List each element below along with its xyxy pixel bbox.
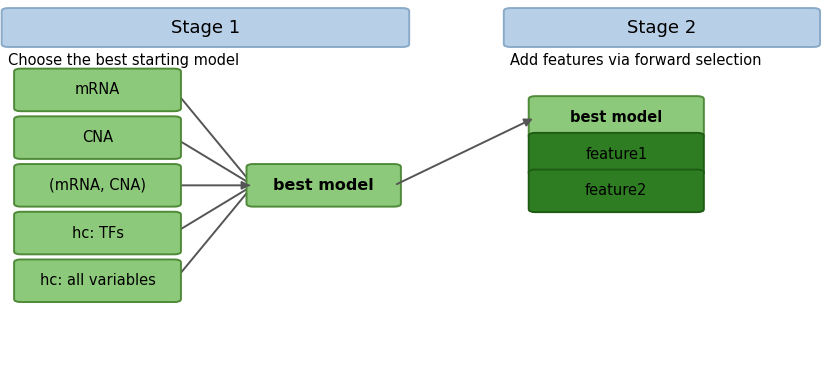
FancyBboxPatch shape xyxy=(14,259,181,302)
FancyBboxPatch shape xyxy=(2,8,409,47)
Text: Stage 2: Stage 2 xyxy=(627,18,696,37)
FancyBboxPatch shape xyxy=(247,164,401,207)
Text: feature1: feature1 xyxy=(585,147,647,161)
Text: Stage 1: Stage 1 xyxy=(171,18,240,37)
Text: feature2: feature2 xyxy=(585,184,647,198)
FancyBboxPatch shape xyxy=(504,8,820,47)
Text: best model: best model xyxy=(273,178,374,193)
Text: best model: best model xyxy=(570,110,662,125)
Text: Choose the best starting model: Choose the best starting model xyxy=(8,53,239,68)
Text: hc: all variables: hc: all variables xyxy=(40,273,155,288)
FancyBboxPatch shape xyxy=(529,96,704,139)
FancyBboxPatch shape xyxy=(529,170,704,212)
Text: mRNA: mRNA xyxy=(75,83,120,97)
Text: Add features via forward selection: Add features via forward selection xyxy=(510,53,762,68)
FancyBboxPatch shape xyxy=(14,212,181,254)
FancyBboxPatch shape xyxy=(14,116,181,159)
Text: (mRNA, CNA): (mRNA, CNA) xyxy=(49,178,146,193)
Text: hc: TFs: hc: TFs xyxy=(71,226,124,240)
FancyBboxPatch shape xyxy=(14,164,181,207)
FancyBboxPatch shape xyxy=(14,69,181,111)
FancyBboxPatch shape xyxy=(529,133,704,175)
Text: CNA: CNA xyxy=(82,130,113,145)
